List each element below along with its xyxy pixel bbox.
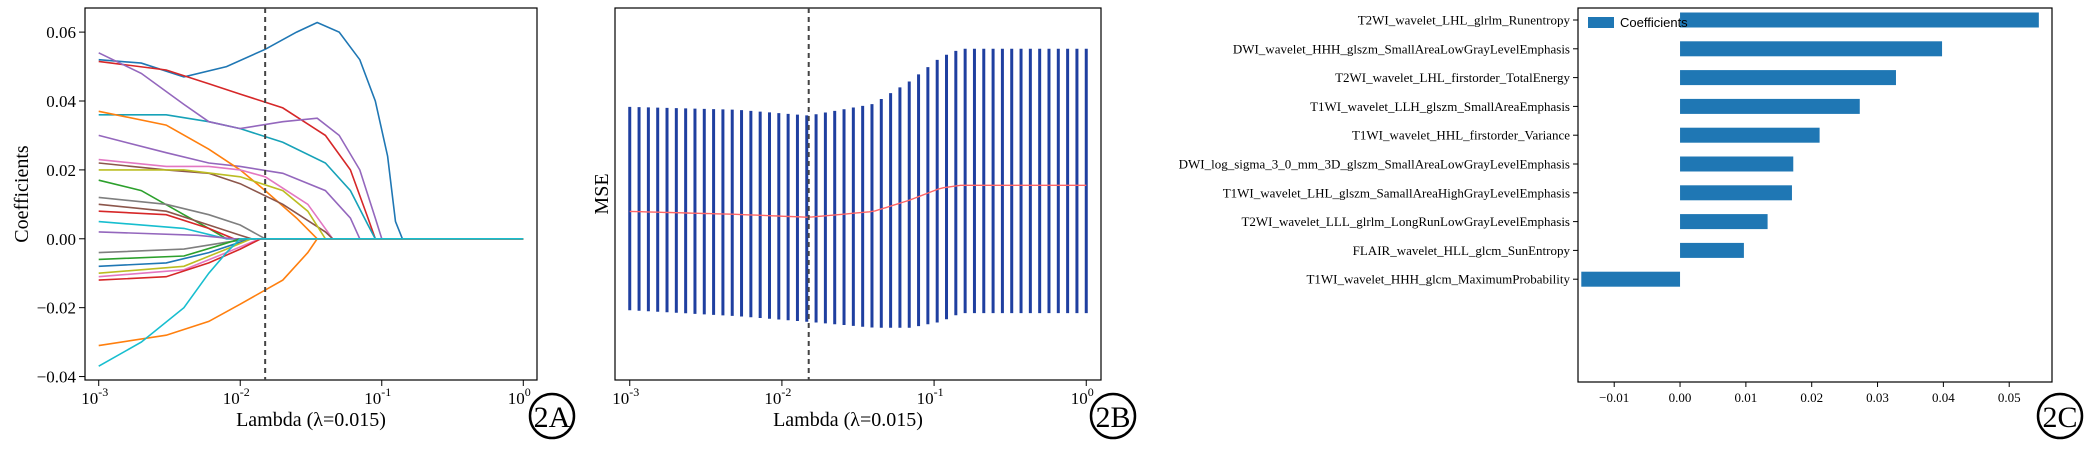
panel-2b-x-tick-label: 10-2 <box>764 385 791 408</box>
feature-label: T2WI_wavelet_LLL_glrlm_LongRunLowGrayLev… <box>1241 214 1570 229</box>
panel-2a-axes-frame <box>84 7 538 381</box>
coefficient-path <box>98 238 524 281</box>
panel-2a-x-axis-label: Lambda (λ=0.015) <box>236 409 386 431</box>
coefficient-bar <box>1680 98 1860 114</box>
feature-label: DWI_wavelet_HHH_glszm_SmallAreaLowGrayLe… <box>1233 41 1570 56</box>
panel-2c-x-tick-label: 0.05 <box>1998 390 2021 405</box>
panel-2c-legend-label: Coefficients <box>1620 15 1688 30</box>
coefficient-path <box>98 110 524 240</box>
coefficient-bar <box>1680 242 1744 258</box>
panel-2b-axes-frame <box>614 7 1102 381</box>
coefficient-bar <box>1680 185 1792 201</box>
feature-label: T2WI_wavelet_LHL_glrlm_Runentropy <box>1358 13 1571 28</box>
coefficient-path <box>98 21 524 240</box>
mean-mse-line <box>629 184 1087 218</box>
panel-2a-y-tick-label: −0.02 <box>37 299 76 318</box>
panel-2b-y-axis-label: MSE <box>591 173 613 214</box>
coefficient-path <box>98 134 524 240</box>
coefficient-path <box>98 220 524 240</box>
panel-2a-x-tick-label: 10-1 <box>364 385 391 408</box>
panel-2b-error-bars <box>628 48 1088 328</box>
coefficient-path <box>98 238 524 268</box>
panel-2b-x-tick-label: 100 <box>1071 385 1094 408</box>
coefficient-bar <box>1680 41 1943 57</box>
coefficient-path <box>98 238 524 274</box>
feature-label: DWI_log_sigma_3_0_mm_3D_glszm_SmallAreaL… <box>1179 157 1570 172</box>
panel-2c-axes-frame <box>1577 7 2053 383</box>
coefficient-path <box>98 238 524 347</box>
panel-2a-x-tick-label: 10-2 <box>223 385 250 408</box>
feature-label: T1WI_wavelet_LLH_glszm_SmallAreaEmphasis <box>1310 99 1570 114</box>
panel-2b-badge-circle <box>1089 392 1137 440</box>
panel-2c-legend-swatch <box>1588 17 1614 28</box>
coefficient-bar <box>1680 214 1768 230</box>
panel-2c-bars <box>1581 12 2039 287</box>
panel-2c-badge: 2C <box>2042 401 2077 434</box>
coefficient-path <box>98 238 524 254</box>
panel-2b-x-tick-label: 10-1 <box>917 385 944 408</box>
feature-label: FLAIR_wavelet_HLL_glcm_SunEntropy <box>1353 243 1571 258</box>
panel-2a-y-tick-label: 0.00 <box>46 230 76 249</box>
coefficient-bar <box>1680 127 1820 143</box>
panel-2a-y-tick-label: −0.04 <box>37 368 77 387</box>
coefficient-bar <box>1680 156 1794 172</box>
panel-2c-x-tick-label: 0.04 <box>1932 390 1955 405</box>
coefficient-bar <box>1581 271 1681 287</box>
panel-2c-x-tick-label: 0.00 <box>1669 390 1692 405</box>
coefficient-path <box>98 238 524 367</box>
panel-2a-y-tick-label: 0.04 <box>46 92 76 111</box>
panel-2c-x-tick-label: −0.01 <box>1599 390 1629 405</box>
coefficient-path <box>98 238 524 278</box>
panel-2a-x-tick-label: 100 <box>508 385 531 408</box>
panel-2c-badge-circle <box>2036 392 2084 440</box>
coefficient-bar <box>1680 12 2039 28</box>
panel-2c-x-tick-label: 0.03 <box>1866 390 1889 405</box>
panel-2a-badge-circle <box>528 392 576 440</box>
panel-2c: T2WI_wavelet_LHL_glrlm_Runentropy DWI_wav… <box>1179 7 2084 440</box>
panel-2c-legend: Coefficients <box>1588 15 1688 30</box>
panel-2a-coefficient-paths <box>98 21 524 367</box>
panel-2a-y-tick-label: 0.02 <box>46 161 76 180</box>
panel-2a: 10-3 10-2 10-1 100 −0.04 −0.02 0.00 0.02 0.04 0.… <box>11 7 576 440</box>
coefficient-path <box>98 158 524 240</box>
panel-2b: 10-3 10-2 10-1 100 Lambda (λ=0.015) MSE 2B <box>591 7 1137 440</box>
coefficient-path <box>98 52 524 240</box>
feature-label: T1WI_wavelet_HHH_glcm_MaximumProbability <box>1306 272 1570 287</box>
panel-2a-x-tick-label: 10-3 <box>81 385 108 408</box>
coefficient-path <box>98 114 524 240</box>
panel-2c-x-tick-label: 0.01 <box>1735 390 1758 405</box>
panel-2a-y-axis-label: Coefficients <box>11 145 33 243</box>
coefficient-path <box>98 60 524 240</box>
panel-2b-x-tick-label: 10-3 <box>612 385 639 408</box>
panel-2b-x-axis-label: Lambda (λ=0.015) <box>773 409 923 431</box>
feature-label: T1WI_wavelet_LHL_glszm_SamallAreaHighGra… <box>1223 185 1570 200</box>
feature-label: T2WI_wavelet_LHL_firstorder_TotalEnergy <box>1335 70 1570 85</box>
panel-2a-badge: 2A <box>534 401 571 434</box>
panel-2c-x-tick-label: 0.02 <box>1800 390 1823 405</box>
panel-2a-y-tick-label: 0.06 <box>46 23 76 42</box>
panel-2b-badge: 2B <box>1095 401 1130 434</box>
feature-label: T1WI_wavelet_HHL_firstorder_Variance <box>1352 128 1570 143</box>
coefficient-bar <box>1680 70 1896 86</box>
